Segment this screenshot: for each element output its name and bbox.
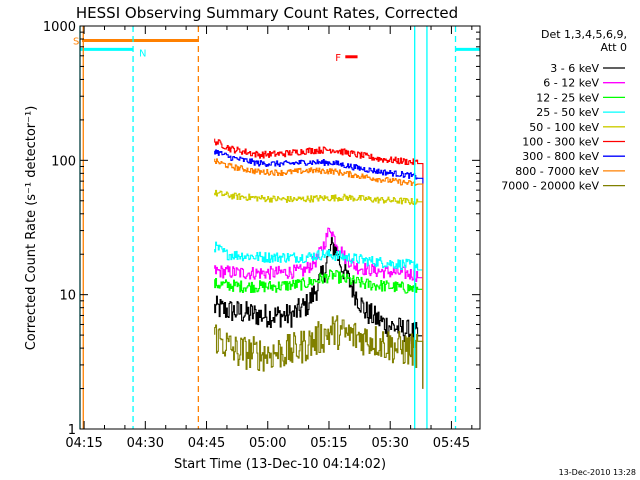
y-tick-label-2: 10 <box>59 289 76 304</box>
x-tick-label-7: 05:45 <box>433 436 470 451</box>
series-line-7 <box>214 149 424 389</box>
state-label-4: F <box>335 53 341 64</box>
legend-label-9: 7000 - 20000 keV <box>501 180 599 193</box>
state-bar-4 <box>345 55 358 59</box>
legend-label-5: 50 - 100 keV <box>529 121 599 134</box>
x-axis-label: Start Time (13-Dec-10 04:14:02) <box>174 457 386 472</box>
legend-label-1: 3 - 6 keV <box>550 62 599 75</box>
series-line-8 <box>214 158 424 389</box>
x-tick-label-5: 05:15 <box>310 436 347 451</box>
series-line-1 <box>214 237 424 389</box>
boundary-lines <box>79 26 457 429</box>
series-line-4 <box>214 241 424 389</box>
legend-label-6: 100 - 300 keV <box>522 136 599 149</box>
legend-label-7: 300 - 800 keV <box>522 150 599 163</box>
y-tick-label-4: 1000 <box>43 20 76 35</box>
state-bar-3 <box>455 47 480 51</box>
series-layer <box>214 138 424 389</box>
legend-header-2: Att 0 <box>601 41 627 54</box>
axes: 04:15 04:30 04:45 05:00 05:15 05:30 05:45 1 10 10… <box>43 20 480 451</box>
series-line-5 <box>214 189 424 389</box>
x-tick-label-2: 04:30 <box>127 436 164 451</box>
legend: Det 1,3,4,5,6,9,Att 03 - 6 keV 6 - 12 keV… <box>501 28 627 193</box>
state-bar-1 <box>82 38 199 42</box>
series-line-9 <box>214 315 424 389</box>
plot-frame <box>79 25 481 430</box>
x-tick-label-4: 05:00 <box>249 436 286 451</box>
legend-label-8: 800 - 7000 keV <box>515 165 599 178</box>
series-line-6 <box>214 138 424 389</box>
chart-title: HESSI Observing Summary Count Rates, Cor… <box>76 4 458 22</box>
x-tick-label-1: 04:15 <box>65 436 102 451</box>
y-tick-label-1: 1 <box>68 423 76 438</box>
x-tick-label-6: 05:30 <box>371 436 408 451</box>
legend-label-3: 12 - 25 keV <box>536 91 599 104</box>
legend-label-2: 6 - 12 keV <box>543 77 599 90</box>
state-bar-2 <box>80 47 134 51</box>
state-label-2: N <box>139 48 146 59</box>
state-label-1: S <box>73 36 79 47</box>
legend-header-1: Det 1,3,4,5,6,9, <box>541 28 627 41</box>
state-markers: S N F <box>73 36 480 64</box>
footer-timestamp: 13-Dec-2010 13:28 <box>559 468 636 477</box>
y-tick-label-3: 100 <box>51 154 76 169</box>
series-line-3 <box>214 269 424 389</box>
x-tick-label-3: 04:45 <box>188 436 225 451</box>
legend-label-4: 25 - 50 keV <box>536 106 599 119</box>
y-axis-label: Corrected Count Rate (s⁻¹ detector⁻¹) <box>24 106 39 351</box>
